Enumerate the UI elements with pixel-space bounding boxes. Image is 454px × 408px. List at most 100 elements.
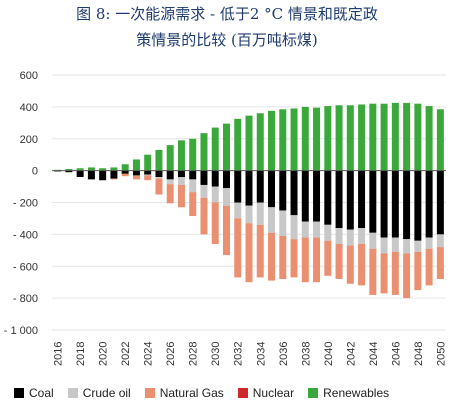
x-tick-label: 2028 xyxy=(188,342,200,366)
bar-renewables-2023 xyxy=(132,159,140,171)
bar-natural-gas-2040 xyxy=(324,240,332,276)
legend-swatch-coal xyxy=(14,388,24,398)
bar-coal-2031 xyxy=(222,170,230,189)
bar-renewables-2027 xyxy=(177,140,185,171)
bar-renewables-2049 xyxy=(425,106,433,171)
bar-renewables-2036 xyxy=(279,109,287,171)
bar-crude-oil-2048 xyxy=(414,240,422,252)
bar-coal-2019 xyxy=(87,170,95,180)
bar-renewables-2032 xyxy=(234,118,242,171)
bar-crude-oil-2031 xyxy=(222,188,230,206)
x-tick-label: 2034 xyxy=(255,342,267,366)
bar-natural-gas-2039 xyxy=(313,237,321,283)
bar-renewables-2021 xyxy=(110,167,118,171)
bar-crude-oil-2029 xyxy=(200,184,208,198)
bar-crude-oil-2042 xyxy=(346,229,354,246)
bar-coal-2021 xyxy=(110,170,118,179)
y-tick-label: 0 xyxy=(32,166,38,178)
legend-item-renewables: Renewables xyxy=(308,386,389,400)
bar-coal-2035 xyxy=(268,170,276,208)
bar-coal-2017 xyxy=(65,170,73,173)
x-tick-label: 2038 xyxy=(300,342,312,366)
y-tick-label: 400 xyxy=(20,102,38,114)
bar-coal-2047 xyxy=(403,170,411,240)
bar-natural-gas-2035 xyxy=(268,232,276,281)
bar-natural-gas-2044 xyxy=(369,248,377,295)
bar-crude-oil-2020 xyxy=(99,180,107,181)
legend-item-crude-oil: Crude oil xyxy=(67,386,131,400)
bar-crude-oil-2035 xyxy=(268,207,276,233)
bar-natural-gas-2038 xyxy=(301,237,309,283)
bar-renewables-2017 xyxy=(65,169,73,171)
bar-coal-2034 xyxy=(256,170,264,203)
legend-swatch-renewables xyxy=(308,388,319,398)
bar-crude-oil-2033 xyxy=(245,205,253,224)
bar-renewables-2034 xyxy=(256,113,264,171)
bar-crude-oil-2026 xyxy=(166,179,174,185)
bar-crude-oil-2028 xyxy=(189,179,197,193)
bar-coal-2032 xyxy=(234,170,242,203)
bar-renewables-2041 xyxy=(335,105,343,171)
bar-renewables-2031 xyxy=(222,123,230,171)
legend-label-natural-gas: Natural Gas xyxy=(159,386,224,400)
x-tick-label: 2024 xyxy=(143,342,155,366)
bar-natural-gas-2041 xyxy=(335,243,343,279)
bar-natural-gas-2030 xyxy=(211,202,219,244)
bar-renewables-2033 xyxy=(245,115,253,171)
bar-natural-gas-2036 xyxy=(279,235,287,279)
bar-coal-2028 xyxy=(189,170,197,180)
x-tick-label: 2018 xyxy=(75,342,87,366)
bar-renewables-2029 xyxy=(200,133,208,171)
bar-crude-oil-2044 xyxy=(369,232,377,249)
bar-crude-oil-2030 xyxy=(211,186,219,203)
x-tick-label: 2048 xyxy=(413,342,425,366)
legend-swatch-nuclear xyxy=(237,388,248,398)
legend-item-coal: Coal xyxy=(14,386,54,400)
y-tick-label: - 1 000 xyxy=(4,325,38,337)
x-tick-label: 2020 xyxy=(98,342,110,366)
x-tick-label: 2032 xyxy=(233,342,245,366)
legend-item-nuclear: Nuclear xyxy=(237,386,295,400)
bar-natural-gas-2034 xyxy=(256,224,264,278)
bar-crude-oil-2032 xyxy=(234,202,242,219)
bar-coal-2039 xyxy=(313,170,321,222)
bar-coal-2018 xyxy=(76,170,84,177)
bar-coal-2041 xyxy=(335,170,343,228)
y-tick-label: 200 xyxy=(20,134,38,146)
x-tick-label: 2042 xyxy=(345,342,357,366)
bar-renewables-2025 xyxy=(155,149,163,171)
bar-crude-oil-2040 xyxy=(324,224,332,241)
bar-coal-2046 xyxy=(391,170,399,238)
bar-natural-gas-2050 xyxy=(436,247,444,279)
bar-coal-2042 xyxy=(346,170,354,230)
bar-coal-2043 xyxy=(358,170,366,228)
bar-crude-oil-2024 xyxy=(144,174,152,176)
bar-crude-oil-2034 xyxy=(256,202,264,225)
bar-coal-2026 xyxy=(166,170,174,180)
bar-crude-oil-2041 xyxy=(335,228,343,244)
bar-natural-gas-2024 xyxy=(144,175,152,181)
x-tick-label: 2050 xyxy=(435,342,447,366)
x-tick-label: 2036 xyxy=(278,342,290,366)
bar-coal-2037 xyxy=(290,170,298,216)
bar-renewables-2038 xyxy=(301,106,309,171)
bar-natural-gas-2047 xyxy=(403,253,411,299)
legend-label-nuclear: Nuclear xyxy=(252,386,295,400)
bar-renewables-2019 xyxy=(87,167,95,171)
bar-coal-2044 xyxy=(369,170,377,233)
bar-coal-2045 xyxy=(380,170,388,238)
bar-renewables-2050 xyxy=(436,109,444,171)
bar-coal-2050 xyxy=(436,170,444,235)
bar-renewables-2026 xyxy=(166,145,174,171)
bar-coal-2023 xyxy=(132,170,140,176)
bar-renewables-2020 xyxy=(99,168,107,171)
x-tick-label: 2030 xyxy=(210,342,222,366)
bar-renewables-2024 xyxy=(144,154,152,171)
bar-natural-gas-2046 xyxy=(391,251,399,295)
bar-crude-oil-2037 xyxy=(290,215,298,240)
bar-renewables-2042 xyxy=(346,105,354,171)
legend-label-crude-oil: Crude oil xyxy=(82,386,131,400)
bar-renewables-2046 xyxy=(391,102,399,171)
bar-natural-gas-2033 xyxy=(245,223,253,283)
bar-coal-2024 xyxy=(144,170,152,175)
